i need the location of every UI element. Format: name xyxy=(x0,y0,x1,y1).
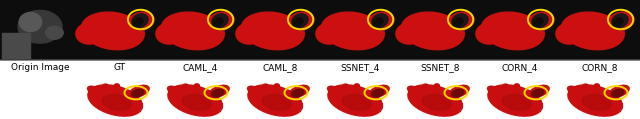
Ellipse shape xyxy=(435,84,440,88)
Ellipse shape xyxy=(114,84,119,88)
Ellipse shape xyxy=(128,12,154,31)
Ellipse shape xyxy=(481,12,544,50)
Ellipse shape xyxy=(321,12,384,50)
Ellipse shape xyxy=(241,12,304,50)
Ellipse shape xyxy=(183,84,188,88)
Ellipse shape xyxy=(263,84,269,88)
Ellipse shape xyxy=(294,18,303,26)
Ellipse shape xyxy=(503,84,509,88)
Ellipse shape xyxy=(422,95,451,110)
Ellipse shape xyxy=(454,18,463,26)
Ellipse shape xyxy=(328,86,341,94)
Ellipse shape xyxy=(568,86,581,94)
Ellipse shape xyxy=(449,85,469,97)
Ellipse shape xyxy=(408,85,463,116)
Ellipse shape xyxy=(134,18,143,26)
Ellipse shape xyxy=(342,95,371,110)
Text: SSNET_4: SSNET_4 xyxy=(340,63,380,72)
Ellipse shape xyxy=(168,86,181,94)
Ellipse shape xyxy=(374,18,383,26)
Ellipse shape xyxy=(212,14,228,28)
Ellipse shape xyxy=(161,12,224,50)
Ellipse shape xyxy=(583,84,589,88)
Ellipse shape xyxy=(561,12,624,50)
Ellipse shape xyxy=(372,14,388,28)
Ellipse shape xyxy=(45,26,63,39)
Ellipse shape xyxy=(609,85,629,97)
Ellipse shape xyxy=(275,84,280,88)
Ellipse shape xyxy=(515,84,519,88)
Ellipse shape xyxy=(423,84,429,88)
Ellipse shape xyxy=(76,23,104,44)
Text: CORN_4: CORN_4 xyxy=(502,63,538,72)
Ellipse shape xyxy=(368,12,394,31)
Ellipse shape xyxy=(102,84,108,88)
Ellipse shape xyxy=(611,89,624,97)
Ellipse shape xyxy=(582,95,611,110)
Ellipse shape xyxy=(195,84,200,88)
Text: CORN_8: CORN_8 xyxy=(582,63,618,72)
Ellipse shape xyxy=(168,85,223,116)
Ellipse shape xyxy=(502,95,531,110)
Ellipse shape xyxy=(488,85,543,116)
Ellipse shape xyxy=(131,89,144,97)
Ellipse shape xyxy=(132,14,148,28)
Ellipse shape xyxy=(211,89,224,97)
Ellipse shape xyxy=(129,85,149,97)
Ellipse shape xyxy=(528,12,554,31)
Text: CAML_4: CAML_4 xyxy=(182,63,218,72)
Ellipse shape xyxy=(291,89,304,97)
Bar xyxy=(0,60,640,119)
Bar xyxy=(0,0,640,60)
Ellipse shape xyxy=(476,23,504,44)
Ellipse shape xyxy=(452,14,468,28)
Ellipse shape xyxy=(262,95,291,110)
Text: CAML_8: CAML_8 xyxy=(262,63,298,72)
Ellipse shape xyxy=(532,14,548,28)
Text: Origin Image: Origin Image xyxy=(11,63,69,72)
Ellipse shape xyxy=(451,89,464,97)
Ellipse shape xyxy=(612,14,628,28)
Ellipse shape xyxy=(248,86,261,94)
Ellipse shape xyxy=(408,86,421,94)
Ellipse shape xyxy=(214,18,223,26)
Ellipse shape xyxy=(102,95,131,110)
Ellipse shape xyxy=(248,85,303,116)
Ellipse shape xyxy=(448,12,474,31)
Ellipse shape xyxy=(156,23,184,44)
Ellipse shape xyxy=(182,95,211,110)
Ellipse shape xyxy=(534,18,543,26)
Ellipse shape xyxy=(343,84,349,88)
Ellipse shape xyxy=(209,85,229,97)
Ellipse shape xyxy=(19,12,42,32)
Ellipse shape xyxy=(614,18,623,26)
Ellipse shape xyxy=(289,85,309,97)
Ellipse shape xyxy=(88,86,101,94)
Ellipse shape xyxy=(369,85,389,97)
Ellipse shape xyxy=(208,12,234,31)
Ellipse shape xyxy=(288,12,314,31)
Ellipse shape xyxy=(371,89,384,97)
Ellipse shape xyxy=(18,10,62,43)
Ellipse shape xyxy=(396,23,424,44)
Ellipse shape xyxy=(488,86,501,94)
Ellipse shape xyxy=(236,23,264,44)
Ellipse shape xyxy=(531,89,544,97)
Ellipse shape xyxy=(328,85,383,116)
Ellipse shape xyxy=(595,84,599,88)
Ellipse shape xyxy=(292,14,308,28)
Ellipse shape xyxy=(81,12,144,50)
Ellipse shape xyxy=(608,12,634,31)
Ellipse shape xyxy=(355,84,360,88)
Ellipse shape xyxy=(568,85,623,116)
Ellipse shape xyxy=(401,12,464,50)
Ellipse shape xyxy=(316,23,344,44)
Text: GT: GT xyxy=(114,63,126,72)
Ellipse shape xyxy=(556,23,584,44)
Ellipse shape xyxy=(529,85,549,97)
Text: SSNET_8: SSNET_8 xyxy=(420,63,460,72)
Bar xyxy=(2,32,30,57)
Ellipse shape xyxy=(88,85,143,116)
